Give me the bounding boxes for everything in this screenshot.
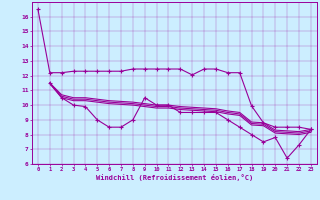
X-axis label: Windchill (Refroidissement éolien,°C): Windchill (Refroidissement éolien,°C) [96,174,253,181]
